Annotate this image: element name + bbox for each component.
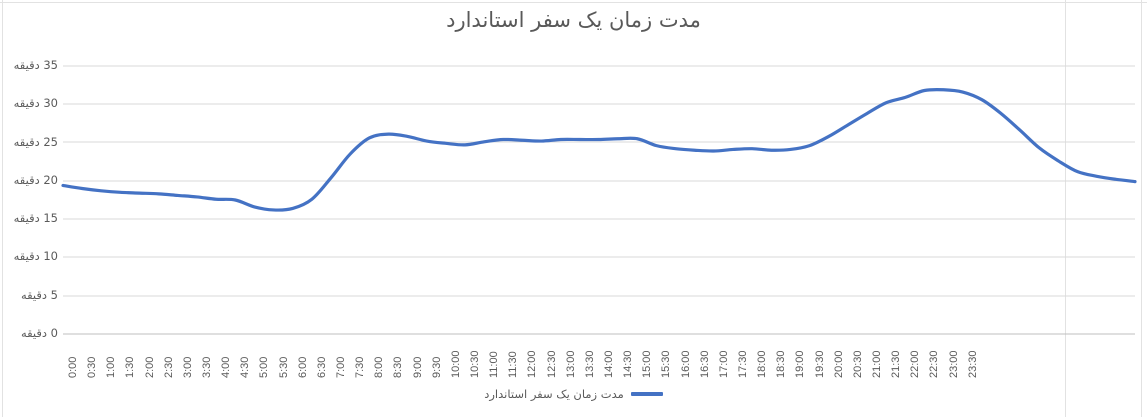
- x-axis-tick-label: 20:00: [832, 350, 845, 378]
- x-axis-tick-label: 3:30: [201, 356, 213, 378]
- x-axis-tick-label: 3:00: [181, 356, 194, 378]
- sheet-border-right: [1141, 0, 1142, 417]
- legend-series-label: مدت زمان یک سفر استاندارد: [484, 387, 624, 401]
- x-axis-tick-label: 5:00: [258, 356, 271, 378]
- chart-title: مدت زمان یک سفر استاندارد: [446, 8, 701, 32]
- x-axis-tick-label: 13:30: [583, 350, 596, 378]
- y-axis-tick-label: 20 دقیقه: [13, 172, 58, 187]
- series-line-travel-time: [61, 87, 1137, 212]
- x-axis-tick-label: 4:00: [220, 356, 233, 378]
- x-axis-tick-label: 6:30: [315, 356, 328, 378]
- x-axis-tick-label: 16:00: [679, 350, 692, 378]
- x-axis-tick-label: 12:00: [526, 350, 539, 378]
- y-axis-tick-label: 0 دقیقه: [20, 326, 58, 340]
- x-axis-tick-label: 20:30: [851, 350, 864, 378]
- x-axis-tick-label: 2:30: [162, 356, 175, 378]
- x-axis-tick-label: 5:30: [277, 356, 290, 378]
- x-axis-tick-label: 14:30: [622, 350, 635, 378]
- legend-line-swatch: [630, 392, 663, 396]
- x-axis-tick-label: 22:00: [909, 350, 922, 378]
- chart-legend: مدت زمان یک سفر استاندارد: [0, 387, 1147, 401]
- x-axis-tick-label: 15:00: [641, 350, 654, 378]
- x-axis-tick-label: 18:00: [756, 350, 769, 378]
- x-axis-tick-label: 7:00: [335, 356, 347, 378]
- sheet-border-left-1: [2, 0, 3, 417]
- y-axis-tick-label: 5 دقیقه: [20, 287, 58, 302]
- x-axis-tick-label: 4:30: [239, 356, 252, 378]
- x-axis-tick-label: 18:30: [775, 350, 788, 378]
- x-axis-tick-label: 22:30: [928, 350, 941, 378]
- x-axis-tick-label: 15:30: [660, 350, 673, 378]
- x-axis-tick-label: 19:30: [813, 350, 826, 378]
- y-axis-tick-label: 30 دقیقه: [13, 96, 58, 111]
- x-axis-tick-label: 9:30: [430, 356, 443, 378]
- y-axis-tick-label: 25 دقیقه: [13, 134, 58, 149]
- x-axis-tick-label: 7:30: [354, 356, 367, 378]
- x-axis-tick-label: 2:00: [143, 356, 156, 378]
- x-axis-tick-label: 1:30: [124, 356, 137, 378]
- x-axis-tick-label: 19:00: [794, 350, 807, 378]
- x-axis-tick-label: 8:30: [392, 356, 405, 378]
- x-axis-tick-label: 8:00: [373, 356, 386, 378]
- x-axis-tick-label: 14:00: [603, 350, 615, 378]
- x-axis-tick-label: 1:00: [105, 356, 118, 378]
- x-axis-tick-label: 12:30: [545, 350, 558, 378]
- x-axis-tick-label: 0:00: [67, 356, 79, 378]
- x-axis-tick-label: 13:00: [564, 350, 577, 378]
- x-axis-tick-label: 23:00: [947, 350, 960, 378]
- x-axis-tick-label: 6:00: [296, 356, 309, 378]
- x-axis-tick-label: 11:00: [488, 351, 501, 378]
- sheet-border-top: [0, 2, 1147, 3]
- sheet-border-left-2: [1065, 0, 1066, 417]
- y-axis-tick-label: 15 دقیقه: [13, 211, 58, 226]
- x-axis-tick-label: 10:30: [469, 350, 481, 378]
- x-axis-tick-label: 17:00: [717, 350, 730, 378]
- x-axis-tick-label: 16:30: [698, 350, 711, 378]
- x-axis-tick-label: 0:30: [86, 356, 99, 378]
- x-axis-tick-label: 21:00: [871, 350, 883, 378]
- x-axis-tick-label: 23:30: [966, 350, 979, 378]
- x-axis-tick-label: 21:30: [890, 350, 903, 378]
- gridlines: [63, 65, 1135, 335]
- y-axis-tick-label: 35 دقیقه: [13, 58, 58, 72]
- x-axis-tick-label: 17:30: [737, 350, 749, 378]
- y-axis-tick-label: 10 دقیقه: [13, 249, 58, 264]
- x-axis-tick-label: 9:00: [411, 356, 424, 378]
- x-axis-tick-label: 10:00: [449, 350, 462, 378]
- x-axis-tick-label: 11:30: [507, 351, 520, 378]
